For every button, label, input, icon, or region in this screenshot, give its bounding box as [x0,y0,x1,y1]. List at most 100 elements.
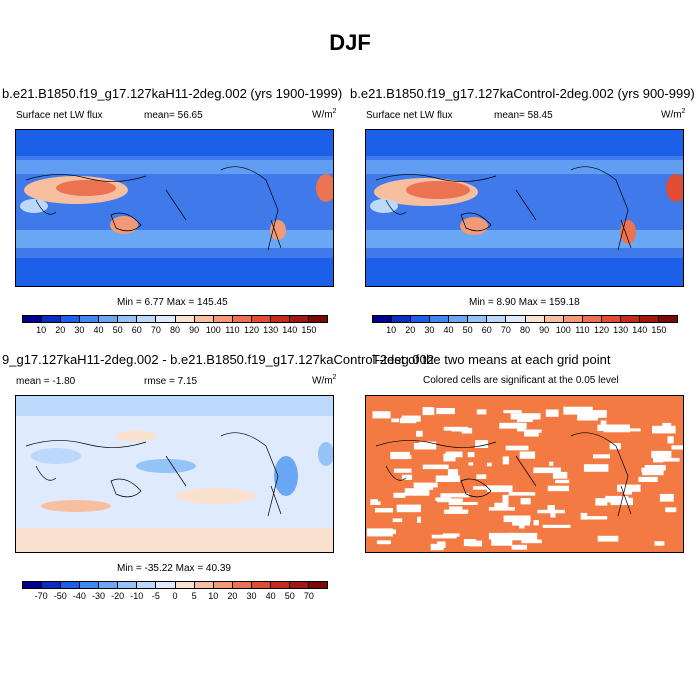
nonsignificant-cell [511,544,527,550]
nonsignificant-cell [468,462,474,466]
colorbar-tick-label: 80 [519,325,531,335]
nonsignificant-cell [547,505,555,512]
colorbar-tick-label: 10 [208,591,219,601]
nonsignificant-cell [652,425,676,434]
nonsignificant-cell [436,408,455,415]
nonsignificant-cell [641,467,655,472]
colorbar-tick-label: 150 [651,325,667,335]
nonsignificant-cell [524,429,539,437]
colorbar-tick-label: -70 [34,591,48,601]
nonsignificant-cell [476,474,487,479]
colorbar-cell [601,316,621,322]
colorbar-tick-label: -10 [130,591,144,601]
colorbar-cell [251,316,271,322]
panel3-title: 9_g17.127kaH11-2deg.002 - b.e21.B1850.f1… [2,352,434,367]
colorbar-tick-label: 150 [301,325,317,335]
colorbar-cell [487,316,507,322]
panel2-units: W/m2 [661,108,686,121]
nonsignificant-cell [494,502,509,510]
nonsignificant-cell [449,506,463,510]
colorbar-cell [270,316,290,322]
nonsignificant-cell [443,453,456,462]
nonsignificant-cell [520,498,531,505]
colorbar-tick-label: 50 [462,325,473,335]
nonsignificant-cell [413,482,438,488]
colorbar-cell [373,316,393,322]
nonsignificant-cell [376,540,391,545]
colorbar-tick-label: -50 [53,591,67,601]
colorbar-tick-label: 140 [632,325,648,335]
nonsignificant-cell [600,420,607,426]
figure-title: DJF [329,30,371,55]
colorbar-cell [61,582,81,588]
nonsignificant-cell [502,456,509,465]
panel2-mean-label: mean= 58.45 [494,110,553,121]
nonsignificant-cell [476,409,487,415]
nonsignificant-cell [563,406,593,415]
colorbar-cell [42,582,62,588]
colorbar-tick-label: 60 [481,325,492,335]
nonsignificant-cell [473,486,494,490]
colorbar-cell [563,316,583,322]
nonsignificant-cell [414,485,422,491]
colorbar-cell [251,582,271,588]
colorbar-tick-label: -5 [151,591,160,601]
nonsignificant-cell [451,426,469,432]
nonsignificant-cell [375,508,393,513]
nonsignificant-cell [547,485,569,492]
nonsignificant-cell [391,418,399,423]
nonsignificant-cell [555,479,570,484]
nonsignificant-cell [401,474,413,480]
nonsignificant-cell [401,415,421,422]
nonsignificant-cell [619,428,641,432]
nonsignificant-cell [583,516,608,520]
nonsignificant-cell [416,430,423,437]
nonsignificant-cell [419,441,437,447]
nonsignificant-cell [605,495,629,503]
colorbar-cell [232,582,252,588]
colorbar-tick-label: 70 [500,325,511,335]
nonsignificant-cell [654,541,665,546]
nonsignificant-cell [404,488,430,496]
nonsignificant-cell [519,524,525,529]
colorbar-cell [525,316,545,322]
colorbar-tick-label: 70 [303,591,314,601]
nonsignificant-cell [642,470,664,476]
nonsignificant-cell [545,409,559,417]
nonsignificant-cell [417,516,421,523]
colorbar-tick-label: 20 [55,325,66,335]
nonsignificant-cell [552,471,568,479]
nonsignificant-cell [651,450,672,458]
colorbar-cell [99,316,119,322]
nonsignificant-cell [505,445,529,451]
colorbar-tick-label: 100 [555,325,571,335]
colorbar-cell [213,582,233,588]
colorbar-cell [506,316,526,322]
colorbar-tick-label: 60 [131,325,142,335]
colorbar-cell [23,316,43,322]
colorbar-cell [80,316,100,322]
nonsignificant-cell [488,532,516,540]
colorbar-cell [232,316,252,322]
nonsignificant-cell [512,519,530,526]
nonsignificant-cell [595,498,608,506]
nonsignificant-cell [372,411,391,419]
panel1-stats: Min = 6.77 Max = 145.45 [117,297,228,308]
panel2-colorbar [372,315,678,323]
colorbar-tick-label: 140 [282,325,298,335]
panel2-stats: Min = 8.90 Max = 159.18 [469,297,580,308]
nonsignificant-cell [448,502,478,505]
panel1-map [15,129,334,287]
panel2-variable-label: Surface net LW flux [366,110,453,121]
nonsignificant-cell [393,492,406,498]
panel2-title: b.e21.B1850.f19_g17.127kaControl-2deg.00… [350,86,695,101]
colorbar-tick-label: 30 [74,325,85,335]
colorbar-cell [61,316,81,322]
colorbar-tick-label: 110 [225,325,240,335]
nonsignificant-cell [486,462,492,467]
colorbar-tick-label: 100 [205,325,221,335]
nonsignificant-cell [491,538,513,546]
colorbar-cell [194,582,214,588]
colorbar-tick-label: 40 [93,325,104,335]
colorbar-tick-label: 120 [593,325,610,335]
